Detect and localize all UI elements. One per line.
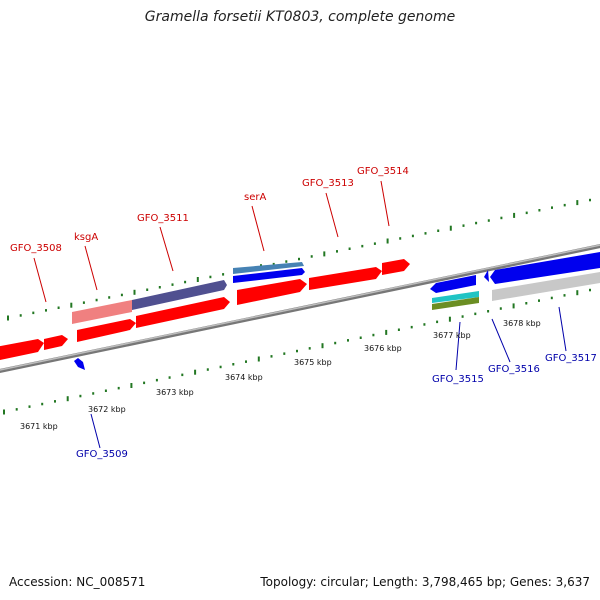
backbone-highlight xyxy=(0,244,600,371)
kbp-labels: 3671 kbp 3672 kbp 3673 kbp 3674 kbp 3675… xyxy=(20,319,541,431)
gene-GFO_3516[interactable] xyxy=(490,252,600,284)
gene-GFO_3509[interactable] xyxy=(74,358,85,370)
label-GFO_3516: GFO_3516 xyxy=(488,364,540,375)
kbp-label-3676: 3676 kbp xyxy=(364,344,402,353)
leader-serA xyxy=(251,205,265,252)
kbp-label-3674: 3674 kbp xyxy=(225,373,263,382)
leader-GFO_3511 xyxy=(159,226,174,272)
gene-GFO_3507[interactable] xyxy=(0,339,44,361)
leader-GFO_3513 xyxy=(325,192,339,238)
gene-GFO_3511[interactable] xyxy=(136,297,230,328)
map-title: Gramella forsetii KT0803, complete genom… xyxy=(144,9,456,25)
leader-GFO_3509 xyxy=(90,413,101,449)
tick-rows xyxy=(3,198,591,415)
gene-serA[interactable] xyxy=(237,279,307,305)
gene-serA-feature-top[interactable] xyxy=(233,262,304,274)
label-GFO_3517: GFO_3517 xyxy=(545,353,597,364)
topology-text: Topology: circular; Length: 3,798,465 bp… xyxy=(260,575,590,589)
gene-GFO_3516-fragment[interactable] xyxy=(484,270,489,282)
gene-labels: GFO_3508 ksgA GFO_3511 serA GFO_3513 GFO… xyxy=(10,166,597,460)
gene-ksgA[interactable] xyxy=(77,319,136,342)
gene-GFO_3515-feature-top[interactable] xyxy=(432,291,479,303)
kbp-label-3675: 3675 kbp xyxy=(294,358,332,367)
kbp-label-3672: 3672 kbp xyxy=(88,405,126,414)
genome-backbone xyxy=(0,244,600,374)
label-GFO_3514: GFO_3514 xyxy=(357,166,409,177)
kbp-label-3671: 3671 kbp xyxy=(20,422,58,431)
gene-GFO_3515-feature-bottom[interactable] xyxy=(432,297,479,310)
label-GFO_3509: GFO_3509 xyxy=(76,449,128,460)
accession-text: Accession: NC_008571 xyxy=(9,575,146,589)
label-GFO_3508: GFO_3508 xyxy=(10,243,62,254)
kbp-label-3678: 3678 kbp xyxy=(503,319,541,328)
label-leaders xyxy=(33,180,567,449)
gene-GFO_3517[interactable] xyxy=(492,272,600,301)
label-GFO_3515: GFO_3515 xyxy=(432,374,484,385)
gene-GFO_3511-feature[interactable] xyxy=(132,280,227,310)
leader-GFO_3508 xyxy=(33,257,47,303)
label-serA: serA xyxy=(244,192,266,203)
leader-GFO_3516 xyxy=(491,318,511,363)
kbp-label-3673: 3673 kbp xyxy=(156,388,194,397)
gene-GFO_3513[interactable] xyxy=(309,267,382,290)
gene-features xyxy=(0,252,600,370)
kbp-label-3677: 3677 kbp xyxy=(433,331,471,340)
gene-GFO_3515[interactable] xyxy=(430,275,476,293)
label-GFO_3513: GFO_3513 xyxy=(302,178,354,189)
label-ksgA: ksgA xyxy=(74,232,98,243)
gene-serA-feature-bottom[interactable] xyxy=(233,268,305,283)
leader-GFO_3517 xyxy=(558,306,567,352)
leader-GFO_3515 xyxy=(455,321,461,371)
gene-GFO_3508[interactable] xyxy=(44,335,68,350)
gene-GFO_3514[interactable] xyxy=(382,259,410,275)
gene-ksgA-feature[interactable] xyxy=(72,300,132,324)
backbone-line xyxy=(0,244,600,374)
leader-GFO_3514 xyxy=(380,180,390,227)
leader-ksgA xyxy=(84,245,98,291)
label-GFO_3511: GFO_3511 xyxy=(137,213,189,224)
